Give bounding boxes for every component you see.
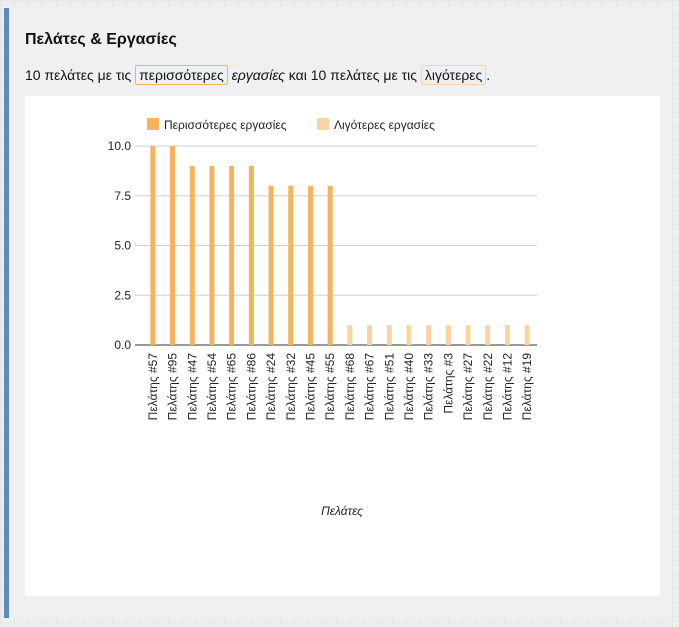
bar: [445, 325, 451, 345]
legend-label: Περισσότερες εργασίες: [164, 118, 287, 132]
x-tick-label: Πελάτης #24: [264, 353, 278, 421]
bar: [307, 185, 313, 345]
bar: [504, 325, 510, 345]
desc-italic: εργασίες: [231, 67, 285, 83]
x-tick-label: Πελάτης #51: [382, 353, 396, 421]
bar: [426, 325, 432, 345]
chart-card: 0.0 2.5 5.0 7.5 10.0 Πελάτης #57 Πελάτης #95 Πε…: [25, 96, 660, 596]
x-tick-label: Πελάτης #68: [343, 353, 357, 421]
bar: [189, 165, 195, 345]
desc-more-highlight: περισσότερες: [135, 65, 228, 85]
bar: [327, 185, 333, 345]
accent-bar: [4, 8, 9, 618]
x-tick-label: Πελάτης #57: [146, 353, 160, 421]
bar: [367, 325, 373, 345]
x-tick-label: Πελάτης #67: [363, 353, 377, 421]
y-tick-label: 0.0: [114, 338, 131, 352]
desc-end: .: [486, 67, 491, 83]
x-tick-label: Πελάτης #47: [185, 353, 199, 421]
x-tick-label: Πελάτης #3: [441, 353, 455, 414]
x-tick-label: Πελάτης #54: [205, 353, 219, 421]
x-tick-label: Πελάτης #32: [284, 353, 298, 421]
y-tick-label: 7.5: [114, 189, 131, 203]
x-tick-label: Πελάτης #22: [481, 353, 495, 421]
desc-middle: και 10 πελάτες με τις: [288, 67, 417, 83]
legend-label: Λιγότερες εργασίες: [334, 118, 435, 132]
bar: [268, 185, 274, 345]
bar: [209, 165, 215, 345]
bar: [150, 146, 156, 345]
x-tick-label: Πελάτης #45: [303, 353, 317, 421]
x-tick-label: Πελάτης #12: [500, 353, 514, 421]
bar: [248, 165, 254, 345]
legend-swatch: [317, 118, 329, 130]
description: 10 πελάτες με τις περισσότερες εργασίες …: [25, 65, 490, 85]
bar: [347, 325, 353, 345]
bar: [386, 325, 392, 345]
x-tick-label: Πελάτης #95: [166, 353, 180, 421]
x-tick-label: Πελάτης #19: [520, 353, 534, 421]
bar: [406, 325, 412, 345]
legend-swatch: [147, 118, 159, 130]
x-tick-label: Πελάτης #65: [225, 353, 239, 421]
x-tick-label: Πελάτης #55: [323, 353, 337, 421]
bar: [288, 185, 294, 345]
x-tick-label: Πελάτης #86: [244, 353, 258, 421]
x-axis-title: Πελάτες: [321, 504, 363, 518]
bar: [485, 325, 491, 345]
bar: [170, 146, 176, 345]
y-tick-label: 2.5: [114, 288, 131, 302]
page-title: Πελάτες & Εργασίες: [25, 31, 177, 48]
bar: [524, 325, 530, 345]
x-tick-label: Πελάτης #40: [402, 353, 416, 421]
bar: [229, 165, 235, 345]
y-tick-label: 10.0: [108, 139, 132, 153]
x-tick-label: Πελάτης #33: [422, 353, 436, 421]
x-tick-label: Πελάτης #27: [461, 353, 475, 421]
y-tick-label: 5.0: [114, 239, 131, 253]
bar: [465, 325, 471, 345]
desc-prefix: 10 πελάτες με τις: [25, 67, 132, 83]
desc-less-highlight: λιγότερες: [420, 65, 487, 85]
bar-chart: 0.0 2.5 5.0 7.5 10.0 Πελάτης #57 Πελάτης #95 Πε…: [108, 118, 537, 518]
